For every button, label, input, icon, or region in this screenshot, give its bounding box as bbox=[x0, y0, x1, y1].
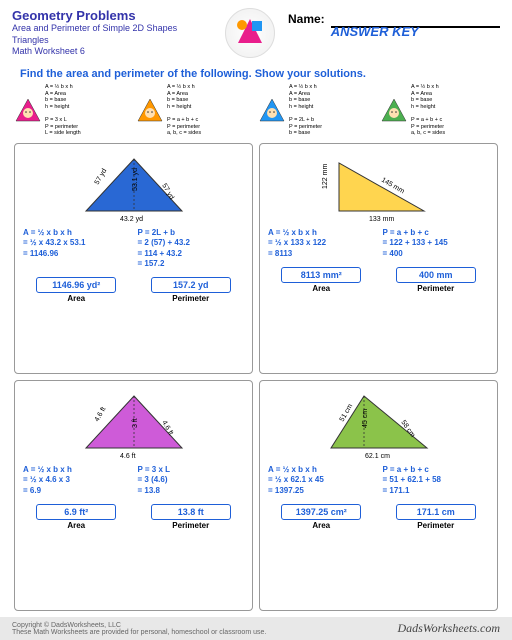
svg-text:133 mm: 133 mm bbox=[369, 216, 394, 223]
subtitle-3: Math Worksheet 6 bbox=[12, 46, 212, 58]
answer-row: 8113 mm²Area 400 mmPerimeter bbox=[268, 265, 489, 293]
area-calculation: A = ½ x b x h = ½ x 43.2 x 53.1 = 1146.9… bbox=[23, 228, 130, 270]
area-answer: 8113 mm²Area bbox=[268, 265, 375, 293]
formula-item: A = ½ b x hA = Areab = baseh = heightP =… bbox=[136, 84, 254, 137]
perimeter-answer: 400 mmPerimeter bbox=[383, 265, 490, 293]
answer-row: 1397.25 cm²Area 171.1 cmPerimeter bbox=[268, 502, 489, 530]
triangle-figure: 57 yd57 yd53.1 yd43.2 yd bbox=[23, 150, 244, 228]
perimeter-calculation: P = 2L + b = 2 (57) + 43.2 = 114 + 43.2 … bbox=[138, 228, 245, 270]
name-field: Name: ANSWER KEY bbox=[288, 8, 500, 26]
formula-text: A = ½ b x hA = Areab = baseh = heightP =… bbox=[167, 84, 201, 137]
name-label: Name: bbox=[288, 12, 325, 26]
perimeter-answer: 157.2 ydPerimeter bbox=[138, 275, 245, 303]
formula-text: A = ½ b x hA = Areab = baseh = heightP =… bbox=[289, 84, 322, 137]
formula-text: A = ½ b x hA = Areab = baseh = heightP =… bbox=[411, 84, 445, 137]
perimeter-answer: 13.8 ftPerimeter bbox=[138, 502, 245, 530]
area-calculation: A = ½ x b x h = ½ x 4.6 x 3 = 6.9 bbox=[23, 465, 130, 496]
svg-text:43.2 yd: 43.2 yd bbox=[120, 216, 143, 223]
answer-row: 6.9 ft²Area 13.8 ftPerimeter bbox=[23, 502, 244, 530]
triangle-figure: 4.6 ft4.6 ft3 ft4.6 ft bbox=[23, 387, 244, 465]
formula-item: A = ½ b x hA = Areab = baseh = heightP =… bbox=[380, 84, 498, 137]
triangle-figure: 51 cm58 cm45 cm62.1 cm bbox=[268, 387, 489, 465]
calculation-row: A = ½ x b x h = ½ x 4.6 x 3 = 6.9 P = 3 … bbox=[23, 465, 244, 496]
perimeter-calculation: P = 3 x L = 3 (4.6) = 13.8 bbox=[138, 465, 245, 496]
formula-item: A = ½ b x hA = Areab = baseh = heightP =… bbox=[14, 84, 132, 137]
formula-text: A = ½ b x hA = Areab = baseh = heightP =… bbox=[45, 84, 81, 137]
answer-row: 1146.96 yd²Area 157.2 ydPerimeter bbox=[23, 275, 244, 303]
area-answer: 1146.96 yd²Area bbox=[23, 275, 130, 303]
main-title: Geometry Problems bbox=[12, 8, 212, 23]
formula-row: A = ½ b x hA = Areab = baseh = heightP =… bbox=[0, 84, 512, 143]
calculation-row: A = ½ x b x h = ½ x 62.1 x 45 = 1397.25 … bbox=[268, 465, 489, 496]
area-answer: 6.9 ft²Area bbox=[23, 502, 130, 530]
instruction: Find the area and perimeter of the follo… bbox=[0, 62, 512, 84]
problem-cell: 57 yd57 yd53.1 yd43.2 yd A = ½ x b x h =… bbox=[14, 143, 253, 374]
triangle-icon bbox=[258, 97, 286, 123]
svg-text:62.1 cm: 62.1 cm bbox=[365, 453, 390, 460]
problem-cell: 4.6 ft4.6 ft3 ft4.6 ft A = ½ x b x h = ½… bbox=[14, 380, 253, 611]
svg-text:57 yd: 57 yd bbox=[93, 167, 108, 185]
svg-text:122 mm: 122 mm bbox=[322, 163, 329, 188]
perimeter-answer: 171.1 cmPerimeter bbox=[383, 502, 490, 530]
problem-cell: 122 mm145 mm133 mm A = ½ x b x h = ½ x 1… bbox=[259, 143, 498, 374]
svg-text:45 cm: 45 cm bbox=[362, 409, 369, 428]
problem-grid: 57 yd57 yd53.1 yd43.2 yd A = ½ x b x h =… bbox=[0, 143, 512, 617]
formula-item: A = ½ b x hA = Areab = baseh = heightP =… bbox=[258, 84, 376, 137]
footer-note: These Math Worksheets are provided for p… bbox=[12, 629, 266, 636]
answer-key: ANSWER KEY bbox=[331, 24, 419, 39]
subtitle-1: Area and Perimeter of Simple 2D Shapes bbox=[12, 23, 212, 35]
svg-text:4.6 ft: 4.6 ft bbox=[93, 406, 107, 423]
calculation-row: A = ½ x b x h = ½ x 43.2 x 53.1 = 1146.9… bbox=[23, 228, 244, 270]
footer: Copyright © DadsWorksheets, LLC These Ma… bbox=[0, 617, 512, 640]
title-block: Geometry Problems Area and Perimeter of … bbox=[12, 8, 212, 58]
svg-text:53.1 yd: 53.1 yd bbox=[132, 168, 139, 191]
triangle-icon bbox=[380, 97, 408, 123]
footer-brand: DadsWorksheets.com bbox=[397, 621, 500, 636]
triangle-icon bbox=[14, 97, 42, 123]
triangle-icon bbox=[136, 97, 164, 123]
problem-cell: 51 cm58 cm45 cm62.1 cm A = ½ x b x h = ½… bbox=[259, 380, 498, 611]
perimeter-calculation: P = a + b + c = 51 + 62.1 + 58 = 171.1 bbox=[383, 465, 490, 496]
area-answer: 1397.25 cm²Area bbox=[268, 502, 375, 530]
area-calculation: A = ½ x b x h = ½ x 62.1 x 45 = 1397.25 bbox=[268, 465, 375, 496]
svg-text:4.6 ft: 4.6 ft bbox=[120, 453, 136, 460]
svg-text:3 ft: 3 ft bbox=[132, 418, 139, 428]
calculation-row: A = ½ x b x h = ½ x 133 x 122 = 8113 P =… bbox=[268, 228, 489, 259]
area-calculation: A = ½ x b x h = ½ x 133 x 122 = 8113 bbox=[268, 228, 375, 259]
triangle-figure: 122 mm145 mm133 mm bbox=[268, 150, 489, 228]
subtitle-2: Triangles bbox=[12, 35, 212, 47]
copyright: Copyright © DadsWorksheets, LLC bbox=[12, 622, 266, 629]
logo bbox=[220, 8, 280, 58]
perimeter-calculation: P = a + b + c = 122 + 133 + 145 = 400 bbox=[383, 228, 490, 259]
